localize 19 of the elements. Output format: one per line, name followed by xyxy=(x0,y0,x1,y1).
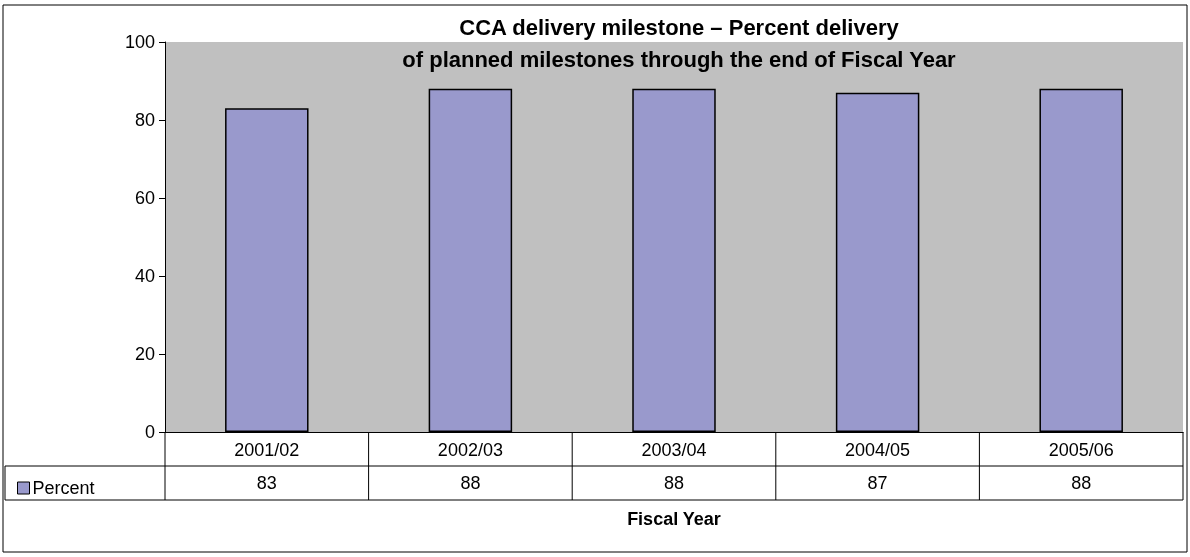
y-tick-label: 0 xyxy=(144,422,155,442)
data-label: 88 xyxy=(663,473,685,493)
data-label: 83 xyxy=(256,473,277,493)
y-tick-label: 40 xyxy=(134,266,155,286)
x-tick-label: 2004/05 xyxy=(845,440,911,460)
y-tick-label: 60 xyxy=(134,188,155,208)
x-tick-label: 2003/04 xyxy=(641,440,707,460)
x-tick-label: 2005/06 xyxy=(1048,440,1114,460)
y-tick-label: 20 xyxy=(134,344,155,364)
data-label: 88 xyxy=(1071,473,1092,493)
x-tick-label: 2002/03 xyxy=(437,440,503,460)
y-tick-label: 100 xyxy=(124,32,155,52)
y-tick-label: 80 xyxy=(134,110,155,130)
x-axis-title: Fiscal Year xyxy=(627,509,721,529)
data-label: 87 xyxy=(867,473,888,493)
data-label: 88 xyxy=(460,473,481,493)
chart-title: CCA delivery milestone – Percent delivery of planned milestones through the end of Fiscal Year xyxy=(402,14,957,72)
x-tick-label: 2001/02 xyxy=(234,440,300,460)
legend-label: Percent xyxy=(32,478,95,498)
